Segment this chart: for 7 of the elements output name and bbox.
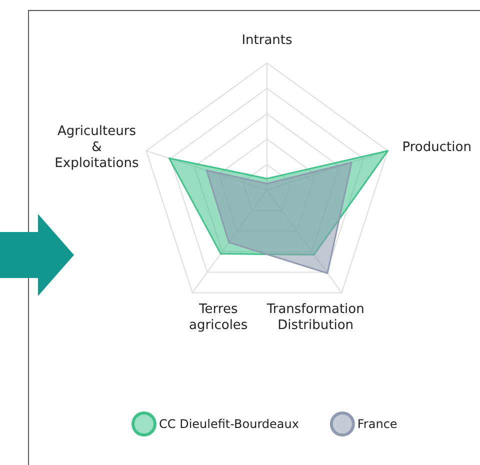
legend-label: CC Dieulefit-Bourdeaux xyxy=(159,417,299,431)
spoke-label: Agriculteurs & Exploitations xyxy=(54,124,139,172)
spoke-label: Intrants xyxy=(242,32,293,48)
legend-label: France xyxy=(357,417,398,431)
spoke-label: Terres agricoles xyxy=(189,302,248,334)
spoke-label: Transformation Distribution xyxy=(266,302,364,334)
spoke-label: Production xyxy=(402,140,472,156)
